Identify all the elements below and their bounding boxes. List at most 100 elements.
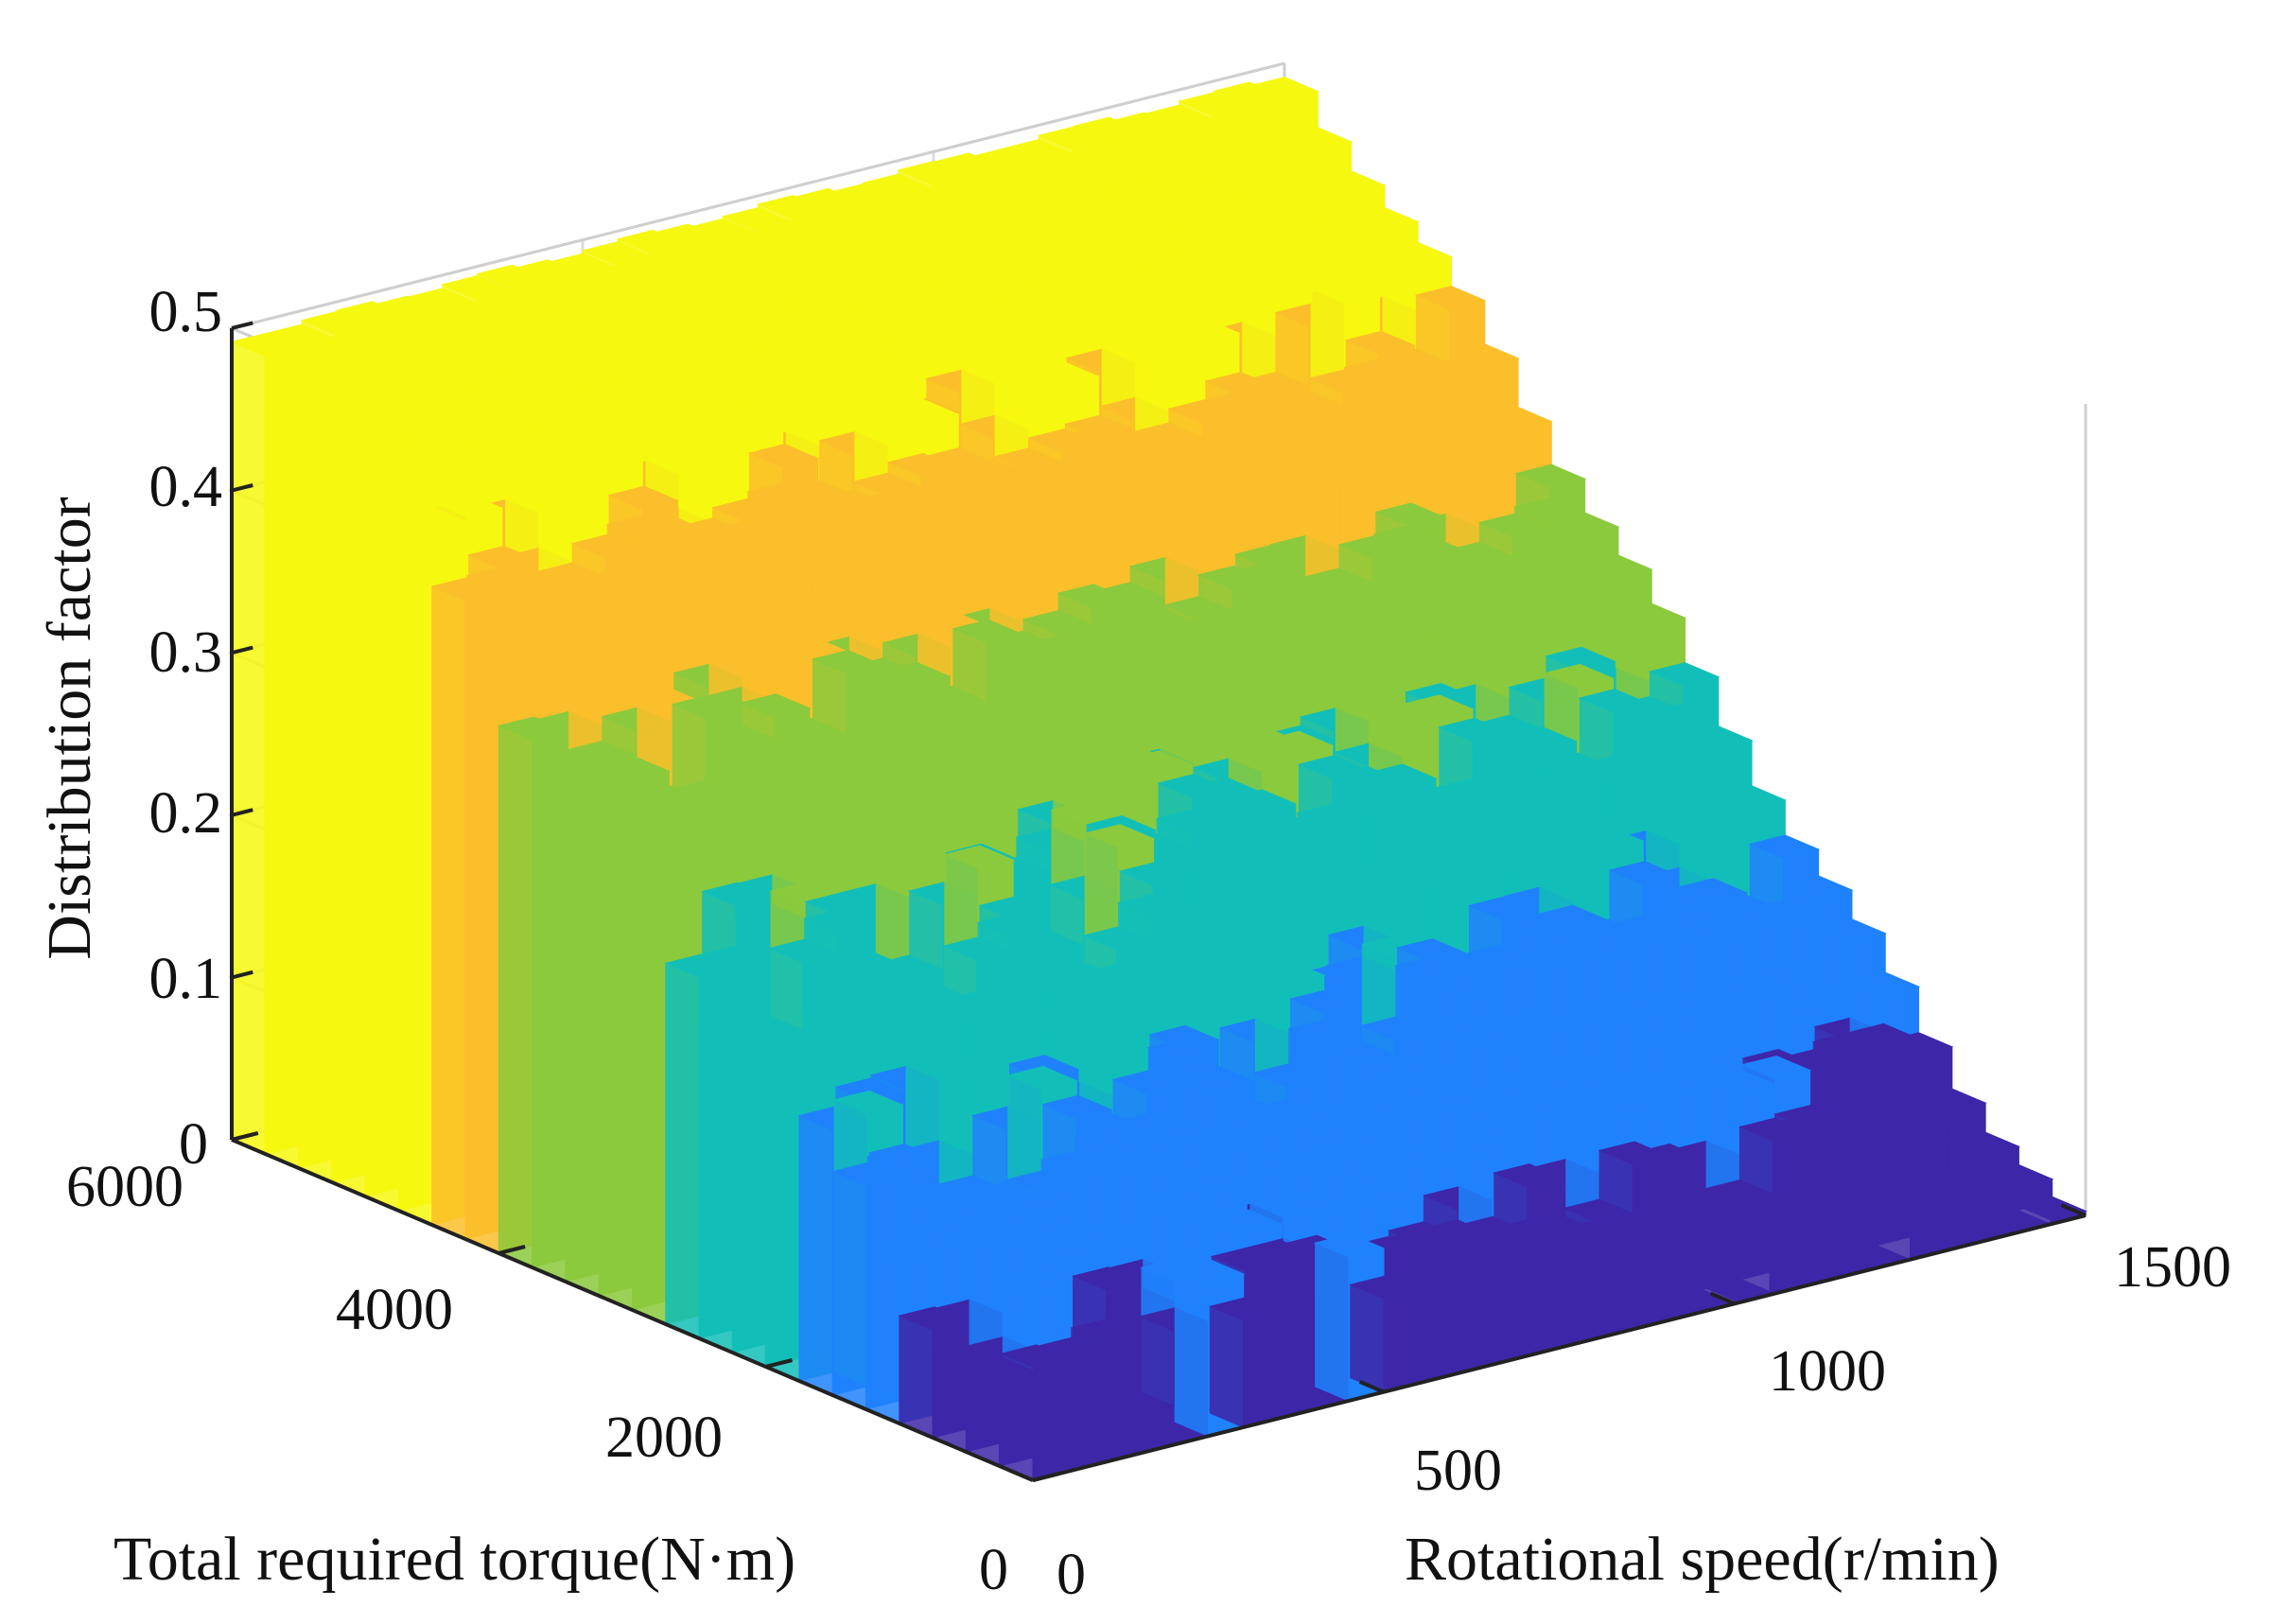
surface-patch <box>1122 750 1194 775</box>
surface-patch <box>1476 554 1548 579</box>
surface-patch <box>1025 479 1097 504</box>
surface-patch <box>632 882 667 1325</box>
surface-patch <box>1647 703 1719 727</box>
surface-patch <box>1284 1106 1355 1131</box>
surface-patch <box>666 861 738 885</box>
surface-patch <box>1225 789 1298 813</box>
surface-patch <box>882 528 955 552</box>
surface-patch <box>565 777 600 1297</box>
surface-patch <box>1804 1217 1841 1287</box>
surface-patch <box>1148 1024 1220 1050</box>
surface-patch <box>1594 1224 1667 1249</box>
surface-patch <box>542 299 615 323</box>
surface-patch <box>568 571 641 596</box>
surface-patch <box>1053 666 1126 691</box>
surface-patch <box>1224 802 1296 828</box>
surface-patch <box>880 661 952 687</box>
surface-patch <box>823 234 896 258</box>
surface-patch <box>1629 1240 1702 1265</box>
surface-patch <box>806 794 878 819</box>
surface-patch <box>665 962 700 1339</box>
surface-patch <box>802 909 875 934</box>
x-tick-label: 500 <box>1414 1439 1502 1503</box>
surface-patch <box>742 555 814 581</box>
surface-patch <box>832 1090 905 1115</box>
surface-patch <box>1348 206 1420 232</box>
surface-patch <box>1050 800 1122 825</box>
surface-patch <box>1458 1138 1529 1162</box>
surface-patch <box>1778 1002 1850 1027</box>
surface-patch <box>995 322 1067 346</box>
surface-patch <box>1244 1331 1280 1420</box>
surface-patch <box>498 725 533 1268</box>
z-tick <box>231 1132 253 1142</box>
surface-patch <box>865 1247 900 1424</box>
surface-patch <box>1194 653 1266 678</box>
surface-patch <box>1113 980 1185 1004</box>
surface-patch <box>943 845 1015 869</box>
surface-patch <box>1196 625 1267 651</box>
surface-patch <box>1246 85 1319 111</box>
surface-patch <box>1315 1242 1350 1402</box>
surface-patch <box>1479 412 1552 438</box>
surface-patch <box>978 896 1050 920</box>
surface-patch <box>1848 971 1921 996</box>
surface-patch <box>1259 829 1331 854</box>
surface-patch <box>1011 942 1084 967</box>
surface-patch <box>2016 1196 2088 1221</box>
surface-patch <box>1279 127 1352 151</box>
surface-patch <box>599 756 671 781</box>
surface-patch <box>888 399 960 424</box>
surface-patch <box>1910 1177 1983 1201</box>
surface-patch <box>765 1087 800 1382</box>
surface-patch <box>1028 361 1101 387</box>
surface-patch <box>712 403 785 428</box>
surface-patch <box>1510 589 1581 615</box>
surface-patch <box>777 603 850 629</box>
surface-patch <box>948 736 1021 760</box>
surface-patch <box>1573 826 1645 850</box>
surface-patch <box>1033 1353 1105 1378</box>
surface-patch <box>1165 444 1237 469</box>
surface-patch <box>1055 650 1127 674</box>
surface-patch <box>999 208 1071 233</box>
surface-patch <box>1773 1105 1845 1129</box>
surface-patch <box>1581 554 1653 579</box>
surface-patch <box>1676 878 1749 902</box>
surface-patch <box>1106 123 1178 148</box>
surface-patch <box>1177 1167 1249 1192</box>
surface-patch <box>1352 1184 1424 1210</box>
surface-patch <box>1309 279 1382 304</box>
surface-plot <box>230 77 2088 1481</box>
surface-patch <box>1344 330 1417 356</box>
surface-patch <box>1713 803 1786 829</box>
surface-patch <box>464 664 499 1254</box>
surface-patch <box>1058 525 1130 550</box>
surface-patch <box>999 1377 1034 1481</box>
surface-patch <box>981 782 1054 808</box>
surface-patch <box>773 724 845 748</box>
x-tick <box>1358 1380 1385 1394</box>
surface-patch <box>1288 989 1361 1014</box>
surface-patch <box>819 338 892 363</box>
y-tick-label: 6000 <box>66 1155 183 1219</box>
surface-patch <box>1982 1164 2054 1189</box>
axes <box>230 321 2087 1482</box>
surface-patch <box>539 405 611 429</box>
surface-patch <box>607 485 680 510</box>
surface-patch <box>709 520 781 545</box>
surface-patch <box>1680 731 1752 756</box>
surface-patch <box>1135 279 1208 304</box>
z-tick-label: 0.5 <box>149 280 223 344</box>
surface-patch <box>932 1353 967 1453</box>
surface-patch <box>509 271 581 296</box>
surface-patch <box>369 306 441 331</box>
surface-patch <box>603 610 674 635</box>
surface-patch <box>1459 1118 1531 1143</box>
surface-patch <box>298 445 333 1183</box>
surface-patch <box>1506 726 1579 751</box>
surface-patch <box>1208 1297 1281 1321</box>
surface-patch <box>1739 1056 1812 1080</box>
surface-patch <box>1913 1088 1985 1112</box>
